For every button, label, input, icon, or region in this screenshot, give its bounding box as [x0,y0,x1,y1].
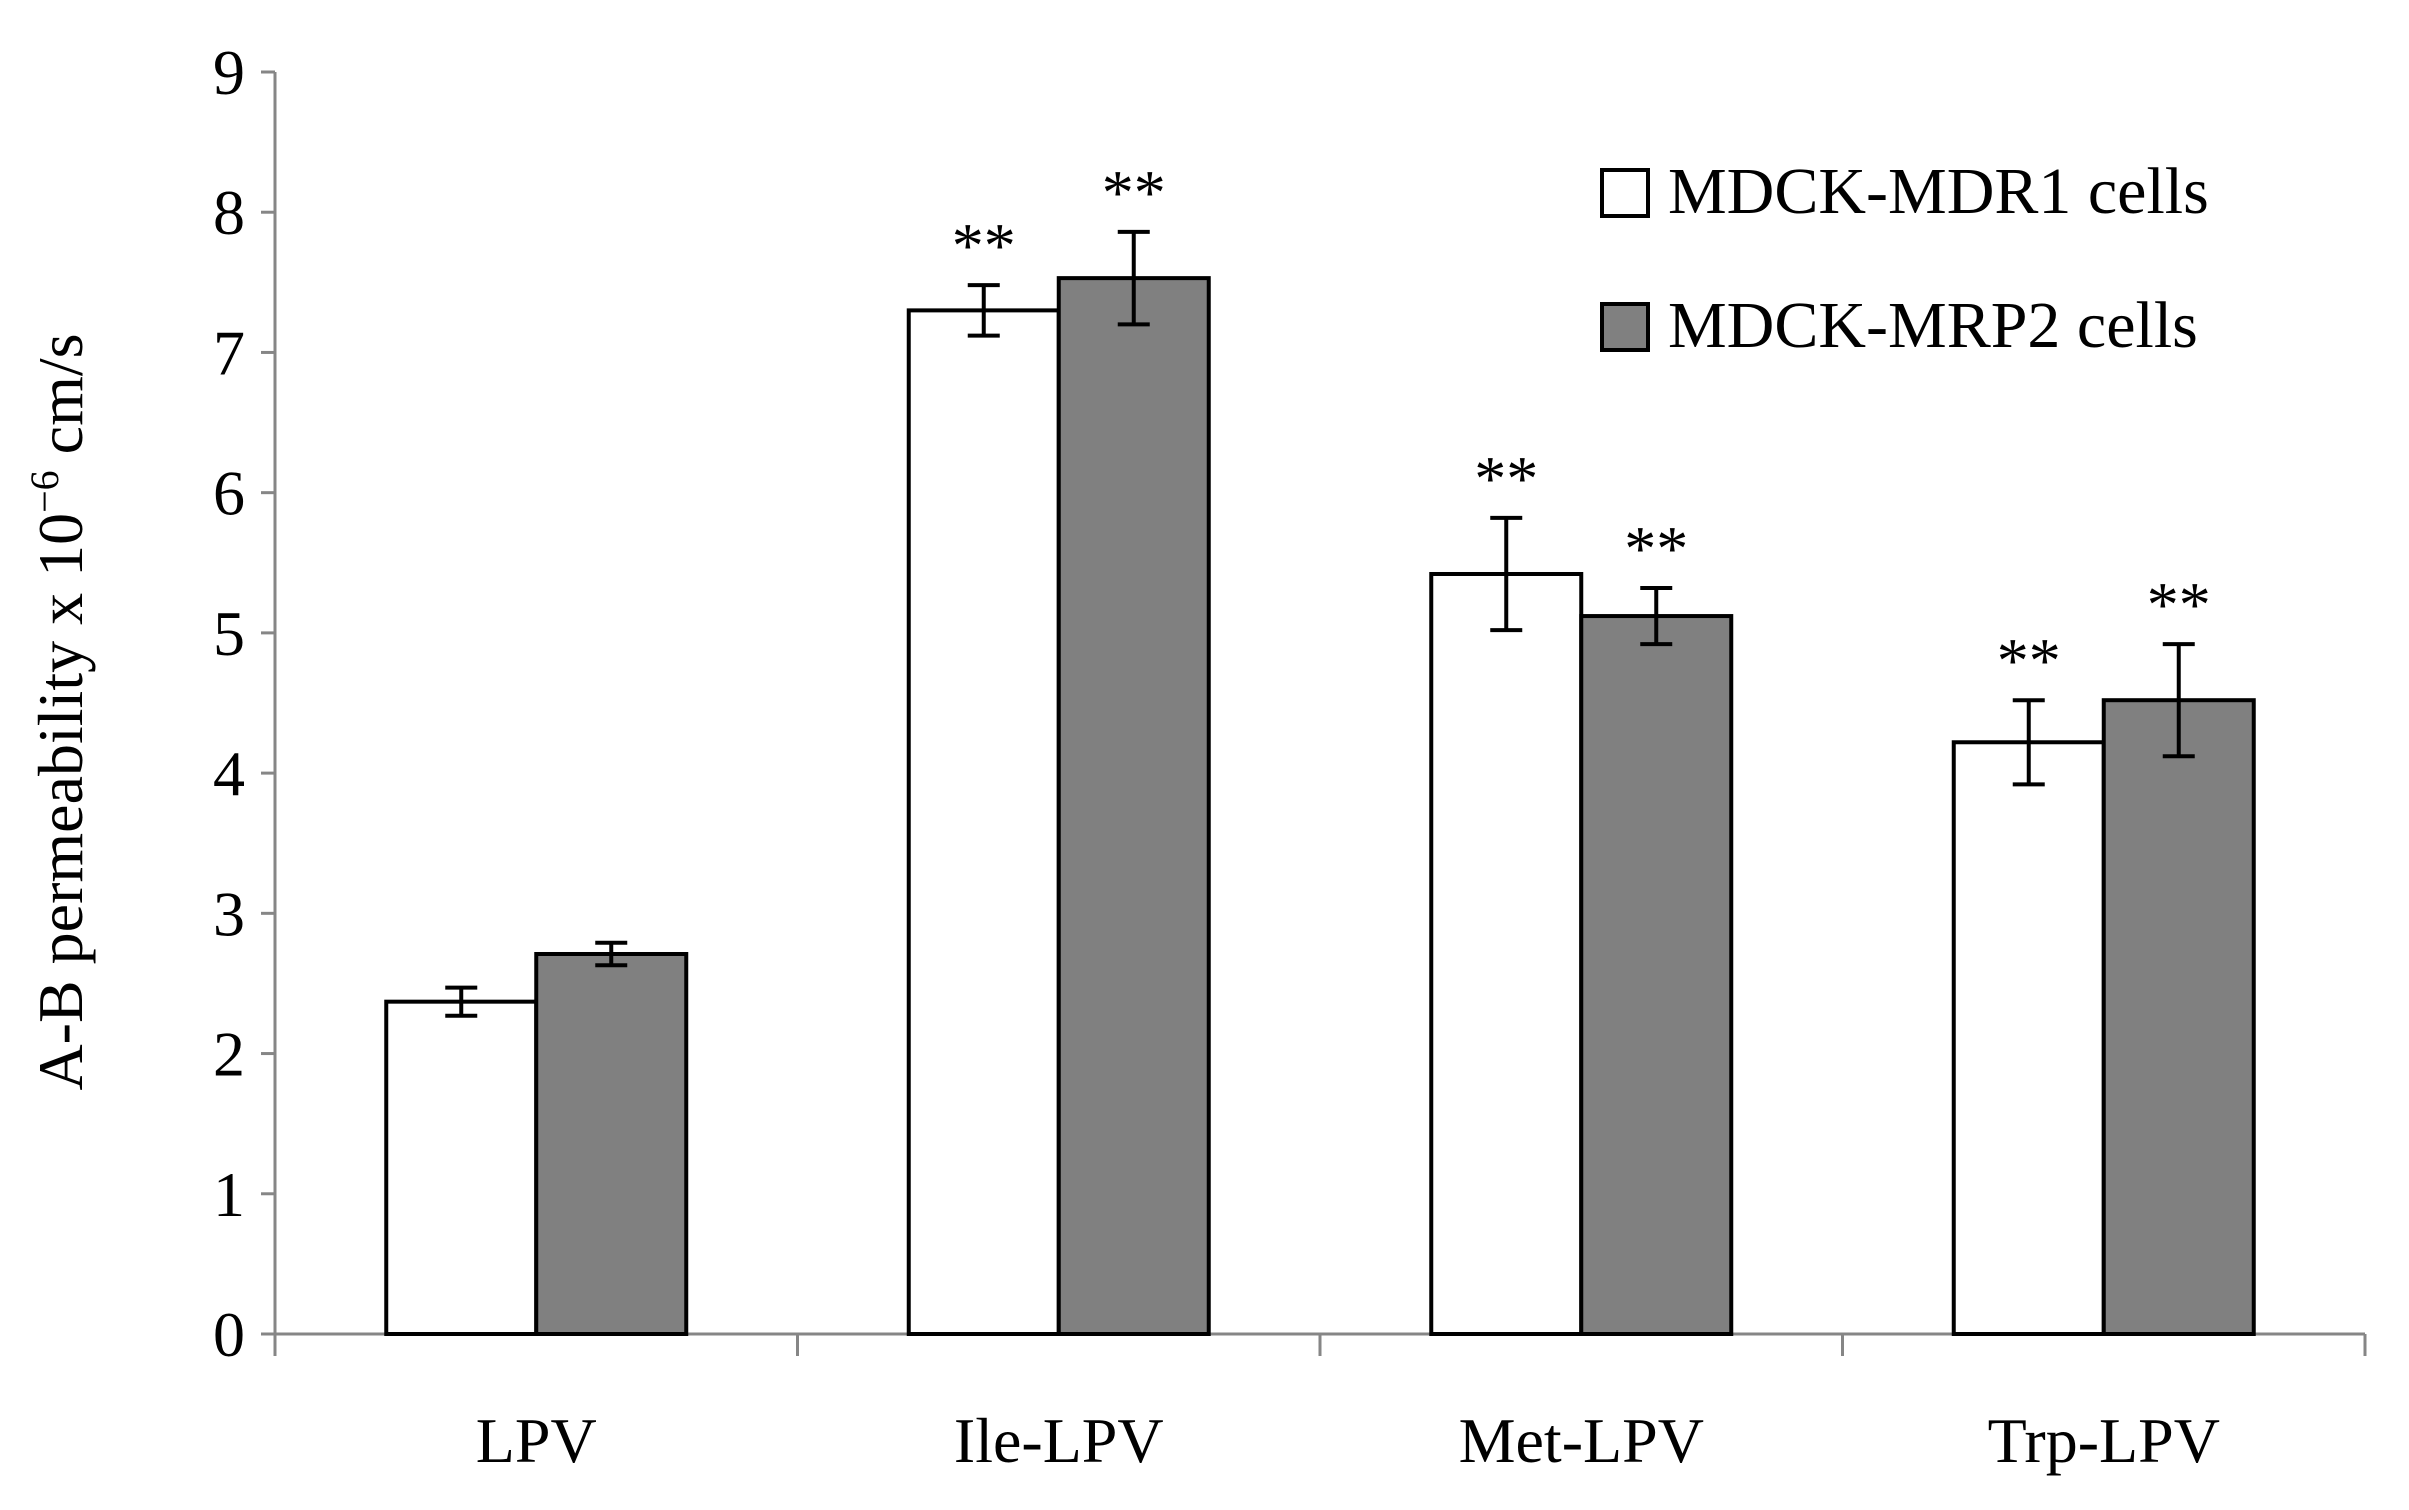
significance-label: ** [1624,513,1688,584]
y-tick-label: 2 [213,1019,245,1090]
bars: ** ** ** ** ** ** [384,157,2256,1337]
bar [906,308,1061,1336]
y-tick-label: 6 [213,458,245,529]
y-tick-label: 7 [213,317,245,388]
x-tick-label: Trp-LPV [1988,1405,2220,1476]
y-tick-label: 1 [213,1159,245,1230]
x-tick-label: Ile-LPV [954,1405,1164,1476]
y-tick-label: 8 [213,177,245,248]
y-tick-label: 5 [213,598,245,669]
legend-swatch [1600,302,1650,352]
y-tick-label: 3 [213,878,245,949]
significance-label: ** [1474,443,1538,514]
bar [1429,571,1584,1336]
significance-label: ** [1102,157,1166,228]
legend-label: MDCK-MRP2 cells [1668,289,2198,362]
bar [384,999,539,1336]
bar [1056,276,1211,1336]
legend: MDCK-MDR1 cells MDCK-MRP2 cells [1600,155,2209,362]
significance-label: ** [2147,569,2211,640]
bar [1951,740,2106,1336]
y-tick-label: 9 [213,37,245,108]
x-tick-label: Met-LPV [1459,1405,1704,1476]
y-tick-label: 0 [213,1299,245,1370]
y-axis-label: A-B permeability x 10−6 cm/s [22,333,96,1090]
y-tick-label: 4 [213,738,245,809]
legend-label: MDCK-MDR1 cells [1668,155,2209,228]
x-tick-label: LPV [476,1405,597,1476]
significance-label: ** [952,210,1016,281]
legend-swatch [1600,168,1650,218]
axes: 0 1 2 3 4 5 6 7 8 9 LPV Ile-LPV Met-LPV Trp-LPV [213,37,2367,1476]
significance-label: ** [1997,625,2061,696]
bar [2101,698,2256,1336]
bar [1579,614,1734,1336]
bar [534,951,689,1337]
